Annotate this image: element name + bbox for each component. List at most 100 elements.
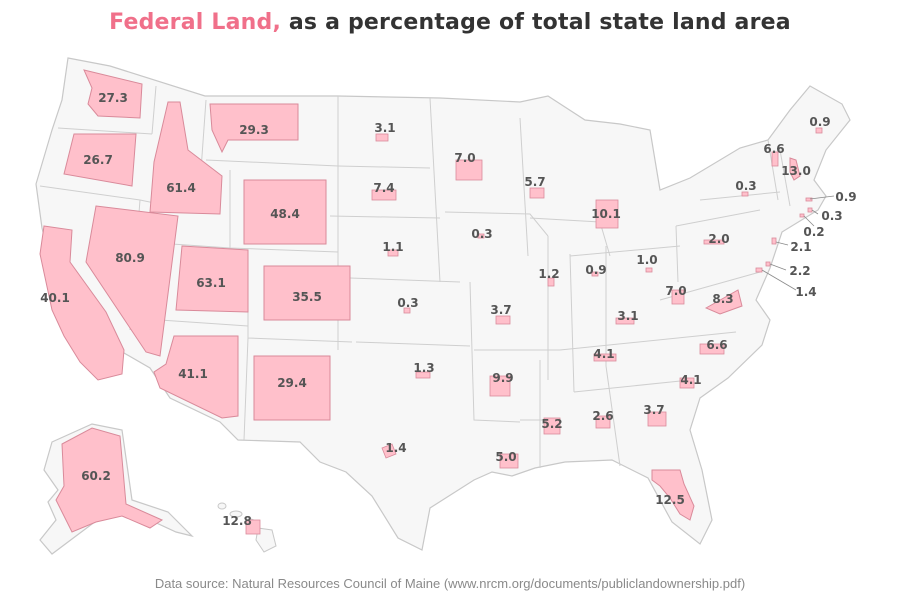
state-mn [455,159,483,181]
state-nj [771,237,777,245]
state-mo [495,315,511,325]
state-la [499,453,519,469]
value-label-id: 61.4 [166,181,196,195]
value-label-ms: 5.2 [541,417,562,431]
state-ut [175,245,249,313]
value-label-ri: 0.3 [821,209,842,223]
value-label-md: 1.4 [795,285,816,299]
state-oh [645,267,653,273]
state-ny [741,191,749,197]
state-sd [371,189,397,201]
value-label-oh: 1.0 [636,253,657,267]
value-label-in: 0.9 [585,263,606,277]
value-label-mn: 7.0 [454,151,475,165]
value-label-ny: 0.3 [735,179,756,193]
value-label-nd: 3.1 [374,121,395,135]
value-label-co: 35.5 [292,290,322,304]
value-label-sd: 7.4 [373,181,394,195]
state-al [595,415,611,429]
value-label-mo: 3.7 [490,303,511,317]
value-label-hi: 12.8 [222,514,252,528]
state-ak [55,427,164,533]
state-ok [415,371,431,379]
state-in [591,271,599,277]
value-label-pa: 2.0 [708,232,729,246]
value-label-ak: 60.2 [81,469,111,483]
state-md [755,267,763,273]
value-label-wy: 48.4 [270,207,300,221]
state-tx [381,443,397,459]
value-label-ut: 63.1 [196,276,226,290]
value-label-nh: 13.0 [781,164,811,178]
state-nm [253,355,331,421]
leader-lines [761,195,835,291]
state-ky [615,317,635,325]
value-label-az: 41.1 [178,367,208,381]
value-label-il: 1.2 [538,267,559,281]
state-ar [489,375,511,397]
state-ms [543,417,561,435]
value-label-nm: 29.4 [277,376,307,390]
state-nh [789,157,801,181]
state-wy [243,179,327,245]
value-label-me: 0.9 [809,115,830,129]
value-label-al: 2.6 [592,409,613,423]
state-sc [679,377,695,389]
value-label-mi: 10.1 [591,207,621,221]
value-label-ar: 9.9 [492,371,513,385]
value-label-nc: 6.6 [706,338,727,352]
state-or [63,133,137,187]
value-label-nv: 80.9 [115,251,145,265]
value-label-ct: 0.2 [803,225,824,239]
value-label-mt: 29.3 [239,123,269,137]
state-tn [593,353,617,362]
value-label-de: 2.2 [789,264,810,278]
state-me [815,127,823,134]
state-ia [477,233,485,239]
value-label-fl: 12.5 [655,493,685,507]
state-co [263,265,351,321]
state-wi [529,187,545,199]
state-ct [799,213,805,218]
value-label-ky: 3.1 [617,309,638,323]
value-label-ca: 40.1 [40,291,70,305]
state-nv [85,205,179,357]
map-title: Federal Land, as a percentage of total s… [0,10,900,35]
value-label-ks: 0.3 [397,296,418,310]
state-ma [805,197,813,202]
state-ks [403,307,411,314]
state-ri [807,207,813,213]
state-wv [671,289,685,305]
value-label-nj: 2.1 [790,240,811,254]
value-label-ne: 1.1 [382,240,403,254]
state-ca [39,225,125,381]
state-mi [595,199,619,229]
state-ne [387,249,399,257]
state-pa [703,239,725,245]
value-label-wi: 5.7 [524,175,545,189]
state-az [153,335,239,419]
state-vt [771,151,779,167]
value-label-va: 8.3 [712,292,733,306]
title-rest: as a percentage of total state land area [288,10,791,35]
state-id [149,101,223,215]
value-label-tx: 1.4 [385,441,406,455]
value-label-ma: 0.9 [835,190,856,204]
data-source: Data source: Natural Resources Council o… [154,576,746,591]
value-label-wa: 27.3 [98,91,128,105]
value-label-ia: 0.3 [471,227,492,241]
value-label-wv: 7.0 [665,284,686,298]
value-label-sc: 4.1 [680,373,701,387]
state-ga [647,411,667,427]
state-fl [651,469,695,521]
state-mt [209,103,299,154]
value-label-la: 5.0 [495,450,516,464]
title-highlight: Federal Land, [109,10,282,35]
value-label-vt: 6.6 [763,142,784,156]
state-nc [699,343,725,355]
state-hi [245,519,261,535]
value-label-ga: 3.7 [643,403,664,417]
value-label-tn: 4.1 [593,347,614,361]
state-va [704,289,743,315]
